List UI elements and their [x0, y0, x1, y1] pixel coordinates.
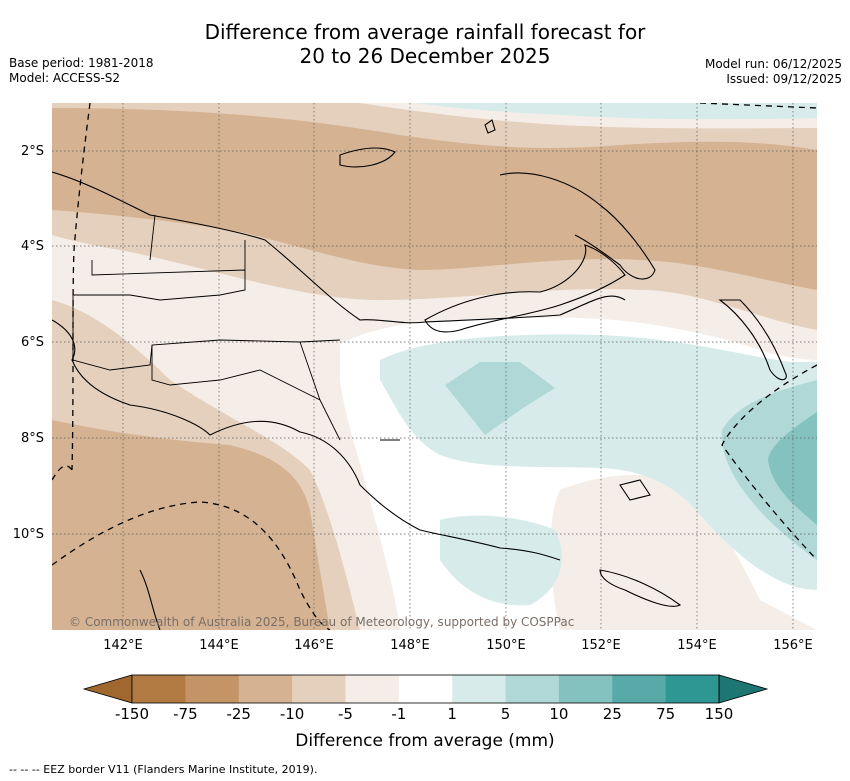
- anomaly-band-light-wet-top: [415, 103, 817, 120]
- colorbar-label: Difference from average (mm): [295, 731, 555, 751]
- colorbar-segment: [665, 675, 720, 703]
- title-line-2: 20 to 26 December 2025: [299, 44, 551, 68]
- island-new-ireland: [499, 172, 656, 280]
- map-title: Difference from average rainfall forecas…: [0, 20, 850, 68]
- colorbar-segment: [612, 675, 667, 703]
- anomaly-patch-wet-south: [440, 515, 562, 606]
- graticule: [52, 103, 817, 630]
- meta-left: Base period: 1981-2018 Model: ACCESS-S2: [9, 56, 154, 86]
- island-louisiade: [599, 569, 682, 607]
- island-bougainville: [718, 299, 787, 381]
- colorbar-tick-label: -10: [279, 705, 305, 723]
- colorbar-segment: [345, 675, 400, 703]
- island-new-britain: [424, 244, 626, 333]
- colorbar-segment: [132, 675, 186, 703]
- new-guinea-south-coast: [52, 319, 561, 561]
- lat-label: 4°S: [21, 239, 44, 254]
- lat-label: 6°S: [21, 335, 44, 350]
- colorbar-ticks: -150 -75 -25 -10 -5 -1 1 5 10 25 75 150: [0, 705, 850, 725]
- coastlines: [52, 119, 787, 630]
- lon-label: 152°E: [581, 638, 621, 653]
- lat-label: 10°S: [13, 527, 44, 542]
- provincial-borders: [72, 214, 400, 441]
- island-west-new-hanover: [339, 147, 396, 168]
- lon-label: 148°E: [390, 638, 430, 653]
- lon-label: 144°E: [199, 638, 239, 653]
- title-line-1: Difference from average rainfall forecas…: [204, 20, 646, 44]
- colorbar-frame: [131, 674, 720, 704]
- colorbar-tick-label: -1: [391, 705, 407, 723]
- model-run: Model run: 06/12/2025: [704, 57, 842, 71]
- colorbar-tick-label: -5: [337, 705, 353, 723]
- anomaly-patch-wet-center: [445, 362, 555, 435]
- model-name: Model: ACCESS-S2: [9, 71, 121, 85]
- colorbar-segment: [505, 675, 560, 703]
- lat-label: 8°S: [21, 431, 44, 446]
- colorbar-tick-label: -150: [114, 705, 150, 723]
- island-manus: [484, 119, 496, 134]
- anomaly-band-mod-dry-southwest: [52, 420, 330, 630]
- island-rossel: [619, 479, 651, 501]
- colorbar-tick-label: -25: [226, 705, 251, 723]
- anomaly-band-light-dry-southeast: [550, 475, 817, 630]
- lon-label: 142°E: [103, 638, 143, 653]
- anomaly-band-mod-dry-north: [52, 108, 817, 290]
- colorbar-tick-label: 75: [656, 705, 676, 723]
- issued-date: Issued: 09/12/2025: [726, 72, 842, 86]
- colorbar-segment: [238, 675, 293, 703]
- colorbar-tick-label: 150: [704, 705, 734, 723]
- eez-legend-note: -- -- -- EEZ border V11 (Flanders Marine…: [9, 763, 318, 776]
- colorbar-segment: [292, 675, 346, 703]
- colorbar-tick-label: 5: [500, 705, 511, 723]
- lon-label: 154°E: [677, 638, 717, 653]
- axis-labels: 142°E 144°E 146°E 148°E 150°E 152°E 154°…: [13, 144, 813, 653]
- australia-coast: [139, 569, 161, 630]
- lon-label: 156°E: [773, 638, 813, 653]
- colorbar-segment: [185, 675, 240, 703]
- colorbar-extend-high: [718, 674, 769, 704]
- lon-label: 150°E: [486, 638, 526, 653]
- lon-label: 146°E: [294, 638, 334, 653]
- eez-borders: [52, 103, 817, 630]
- colorbar-tick-label: 1: [447, 705, 457, 723]
- colorbar-tick-label: 25: [602, 705, 622, 723]
- colorbar: [82, 674, 769, 704]
- colorbar-tick-label: 10: [549, 705, 569, 723]
- colorbar-segment: [452, 675, 507, 703]
- lat-label: 2°S: [21, 144, 44, 159]
- colorbar-segment: [398, 675, 453, 703]
- new-guinea-north-coast: [52, 171, 626, 324]
- colorbar-tick-label: -75: [173, 705, 198, 723]
- map-area: © Commonwealth of Australia 2025, Bureau…: [52, 103, 817, 630]
- meta-right: Model run: 06/12/2025 Issued: 09/12/2025: [705, 57, 842, 87]
- colorbar-segment: [558, 675, 613, 703]
- copyright-notice: © Commonwealth of Australia 2025, Bureau…: [69, 615, 574, 629]
- anomaly-band-heavy-wet-east: [768, 412, 817, 525]
- colorbar-extend-low: [82, 674, 133, 704]
- base-period: Base period: 1981-2018: [9, 56, 154, 70]
